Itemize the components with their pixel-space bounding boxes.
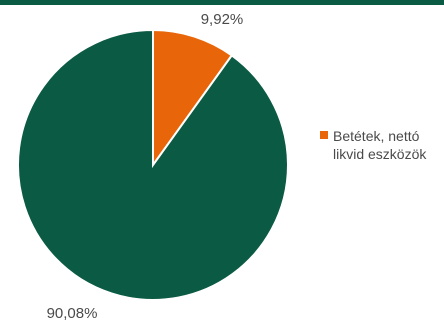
- pie-slices: [16, 28, 289, 301]
- pie-labels: 9,92% 90,08%: [47, 11, 244, 320]
- pie-slice: [16, 28, 289, 301]
- legend: Betétek, nettó likvid eszközök: [320, 127, 444, 163]
- slice-value-label: 9,92%: [201, 11, 244, 28]
- legend-swatch: [320, 131, 328, 139]
- pie-slice: [152, 28, 234, 169]
- legend-item: Betétek, nettó likvid eszközök: [320, 127, 444, 163]
- legend-label: Betétek, nettó likvid eszközök: [333, 128, 427, 162]
- top-accent-bar: [0, 0, 444, 5]
- slice-value-label: 90,08%: [47, 305, 98, 320]
